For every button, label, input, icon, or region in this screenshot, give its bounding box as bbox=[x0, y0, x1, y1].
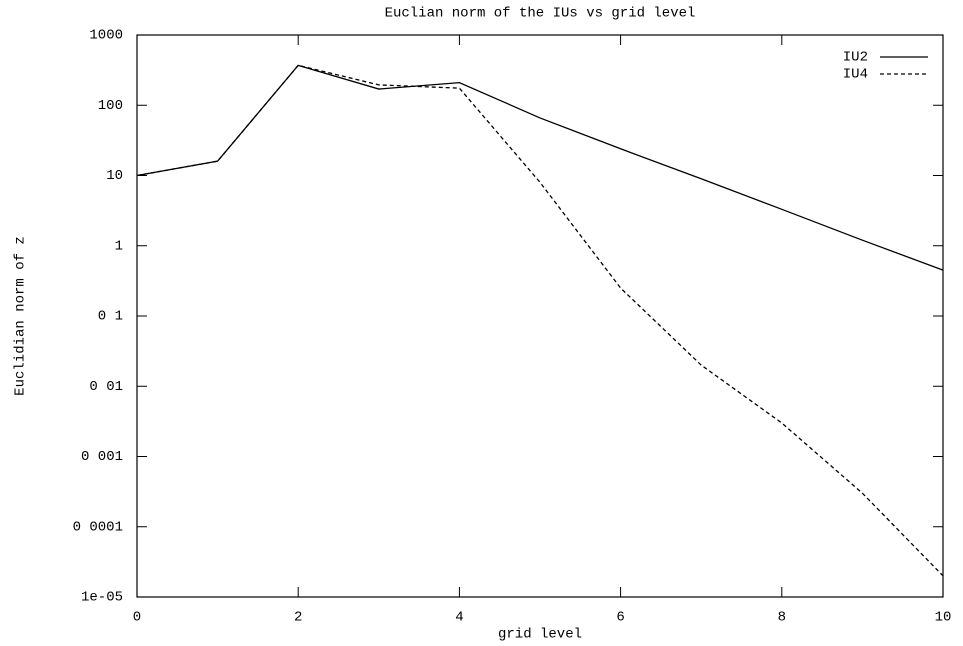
x-tick-label: 6 bbox=[616, 610, 624, 626]
plot-frame bbox=[136, 34, 944, 598]
y-tick-label: 1e-05 bbox=[81, 590, 123, 606]
x-tick-label: 8 bbox=[778, 610, 786, 626]
y-tick-label: 0 0001 bbox=[73, 519, 123, 535]
y-tick-label: 0 001 bbox=[81, 449, 123, 465]
legend-label: IU2 bbox=[843, 50, 868, 66]
y-tick-label: 0 01 bbox=[89, 379, 123, 395]
x-tick-label: 10 bbox=[935, 610, 952, 626]
y-tick-label: 0 1 bbox=[98, 309, 123, 325]
data-line bbox=[136, 64, 944, 271]
chart-title: Euclian norm of the IUs vs grid level bbox=[385, 6, 696, 22]
y-axis-label: Euclidian norm of z bbox=[13, 236, 29, 396]
x-tick-label: 2 bbox=[294, 610, 302, 626]
y-tick-label: 1 bbox=[115, 238, 123, 254]
data-line bbox=[136, 64, 944, 577]
y-tick-label: 10 bbox=[106, 168, 123, 184]
y-tick-label: 100 bbox=[98, 98, 123, 114]
x-tick-label: 4 bbox=[455, 610, 463, 626]
legend-label: IU4 bbox=[843, 67, 868, 83]
y-tick-label: 1000 bbox=[89, 28, 123, 44]
x-tick-label: 0 bbox=[133, 610, 141, 626]
x-axis-label: grid level bbox=[498, 627, 582, 643]
